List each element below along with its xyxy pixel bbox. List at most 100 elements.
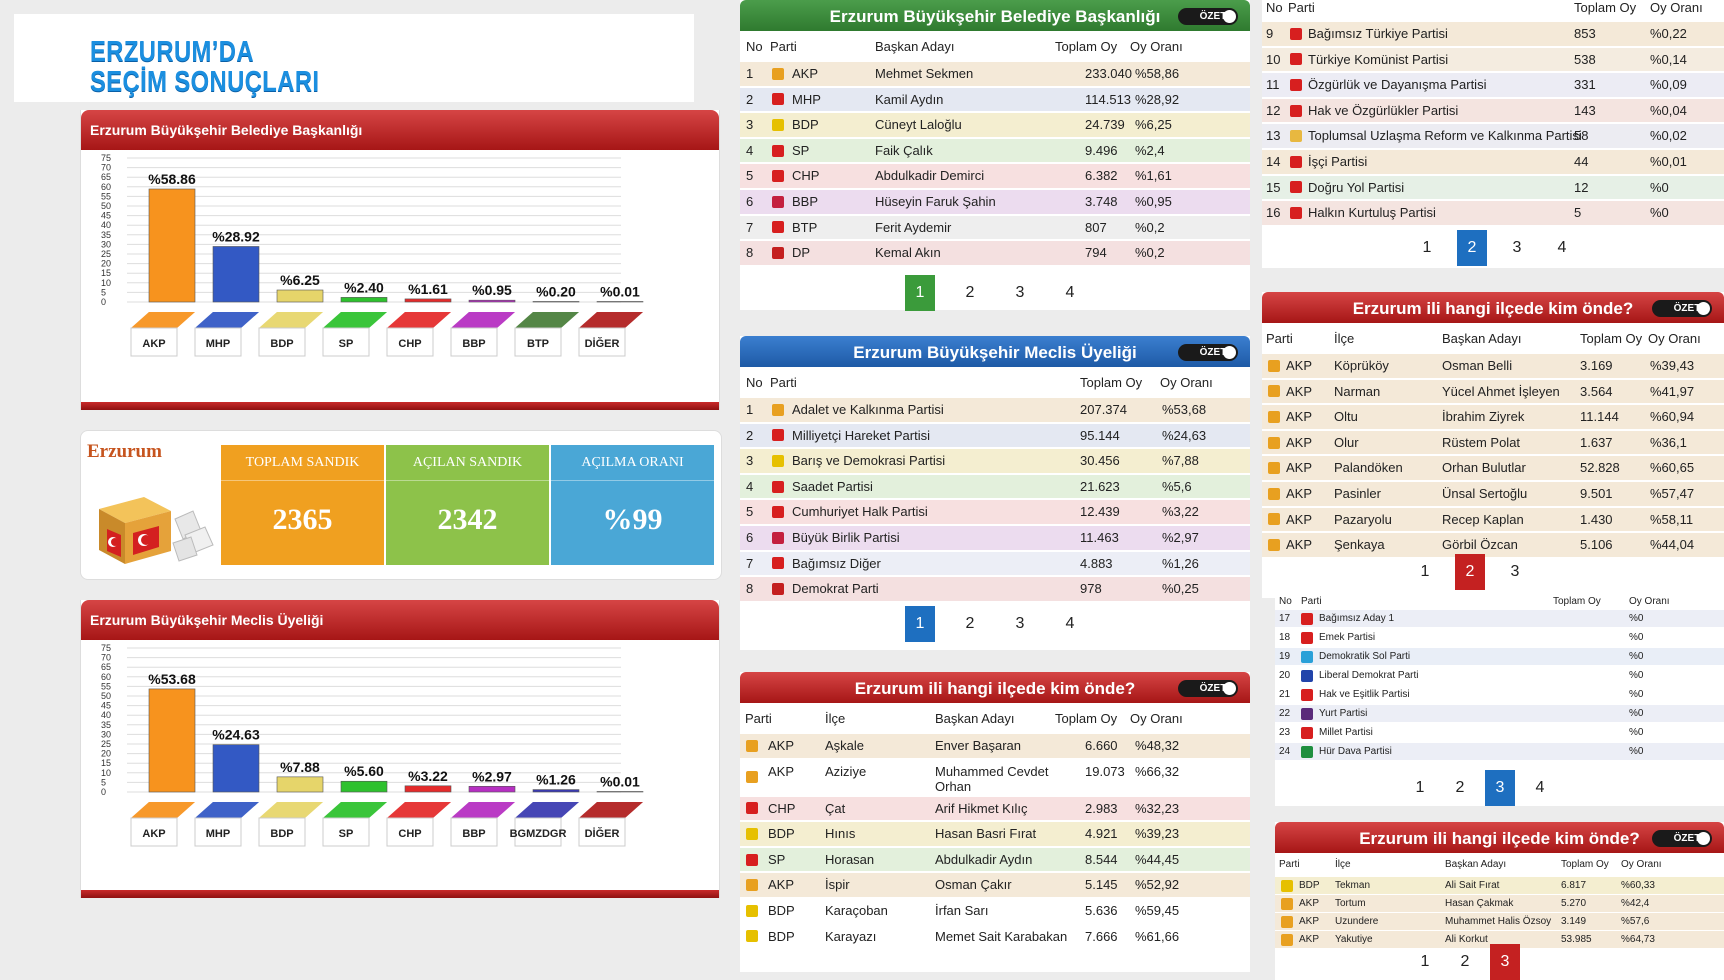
y-tick-label: 60 xyxy=(101,672,111,682)
table-row[interactable]: AKP Narman Yücel Ahmet İşleyen 3.564 %41,97 xyxy=(1262,379,1724,404)
table-row[interactable]: AKP Uzundere Muhammet Halis Özsoy 3.149 %57,… xyxy=(1275,913,1724,930)
table-row[interactable]: AKP Palandöken Orhan Bulutlar 52.828 %60,65 xyxy=(1262,456,1724,480)
pagination-page-4[interactable]: 4 xyxy=(1535,779,1545,796)
table-row[interactable]: 23 Millet Partisi %0 xyxy=(1275,724,1724,741)
bulb-icon xyxy=(772,67,784,80)
table-title: Erzurum Büyükşehir Belediye Başkanlığı xyxy=(829,7,1161,26)
table-row[interactable]: 4 Saadet Partisi 21.623 %5,6 xyxy=(740,474,1250,499)
bar xyxy=(468,785,516,793)
crescent-icon xyxy=(772,429,784,442)
pagination-page-4[interactable]: 4 xyxy=(1065,615,1075,632)
bar-base-shade xyxy=(323,802,387,818)
pagination-page-2[interactable]: 2 xyxy=(1455,554,1485,590)
pagination-page-1[interactable]: 1 xyxy=(1420,563,1430,580)
table-row[interactable]: 12 Hak ve Özgürlükler Partisi 143 %0,04 xyxy=(1262,98,1724,123)
table-row[interactable]: 20 Liberal Demokrat Parti %0 xyxy=(1275,667,1724,684)
table-row[interactable]: 4 SP Faik Çalık 9.496 %2,4 xyxy=(740,138,1250,163)
table-row[interactable]: 1 AKP Mehmet Sekmen 233.040 %58,86 xyxy=(740,62,1250,86)
pagination-page-2[interactable]: 2 xyxy=(965,284,975,301)
pagination-page-2[interactable]: 2 xyxy=(1460,953,1470,970)
table-row[interactable]: AKP Aziziye Muhammed Cevdet Orhan 19.073 %66… xyxy=(740,759,1250,795)
table-row[interactable]: AKP Aşkale Enver Başaran 6.660 %48,32 xyxy=(740,734,1250,758)
table-row[interactable]: AKP Köprüköy Osman Belli 3.169 %39,43 xyxy=(1262,354,1724,378)
cell: %0 xyxy=(1629,727,1644,738)
table-row[interactable]: 7 BTP Ferit Aydemir 807 %0,2 xyxy=(740,215,1250,240)
table-row[interactable]: 16 Halkın Kurtuluş Partisi 5 %0 xyxy=(1262,201,1724,225)
table-row[interactable]: 11 Özgürlük ve Dayanışma Partisi 331 %0,09 xyxy=(1262,73,1724,97)
table-row[interactable]: 9 Bağımsız Türkiye Partisi 853 %0,22 xyxy=(1262,22,1724,46)
table-row[interactable]: SP Horasan Abdulkadir Aydın 8.544 %44,45 xyxy=(740,847,1250,872)
table-row[interactable]: 8 DP Kemal Akın 794 %0,2 xyxy=(740,241,1250,265)
table-row[interactable]: 1 Adalet ve Kalkınma Partisi 207.374 %53,68 xyxy=(740,398,1250,422)
pagination-page-1[interactable]: 1 xyxy=(1420,953,1430,970)
table-row[interactable]: 10 Türkiye Komünist Partisi 538 %0,14 xyxy=(1262,47,1724,72)
table-row[interactable]: BDP Tekman Ali Sait Fırat 6.817 %60,33 xyxy=(1275,877,1724,894)
pagination-page-1[interactable]: 1 xyxy=(1415,779,1425,796)
table-row[interactable]: AKP İspir Osman Çakır 5.145 %52,92 xyxy=(740,873,1250,897)
cell: 11.463 xyxy=(1080,530,1119,545)
table-row[interactable]: AKP Pasinler Ünsal Sertoğlu 9.501 %57,47 xyxy=(1262,482,1724,506)
table-row[interactable]: 22 Yurt Partisi %0 xyxy=(1275,705,1724,722)
cell: 6 xyxy=(746,530,754,545)
table-row[interactable]: AKP Tortum Hasan Çakmak 5.270 %42,4 xyxy=(1275,895,1724,912)
table-row[interactable]: 13 Toplumsal Uzlaşma Reform ve Kalkınma P… xyxy=(1262,124,1724,148)
pagination-page-3[interactable]: 3 xyxy=(1485,770,1515,806)
pagination-page-2[interactable]: 2 xyxy=(1455,779,1465,796)
table-row[interactable]: AKP Olur Rüstem Polat 1.637 %36,1 xyxy=(1262,430,1724,455)
ozet-toggle[interactable]: ÖZET xyxy=(1178,8,1238,25)
table-row[interactable]: 5 CHP Abdulkadir Demirci 6.382 %1,61 xyxy=(740,164,1250,188)
cell: Memet Sait Karabakan xyxy=(935,928,1068,944)
pagination-page-1[interactable]: 1 xyxy=(905,606,935,642)
table-row[interactable]: 15 Doğru Yol Partisi 12 %0 xyxy=(1262,175,1724,200)
ozet-toggle[interactable]: ÖZET xyxy=(1652,830,1712,847)
cell: 6.817 xyxy=(1561,880,1587,891)
table-row[interactable]: 3 BDP Cüneyt Laloğlu 24.739 %6,25 xyxy=(740,113,1250,137)
pagination-page-3[interactable]: 3 xyxy=(1490,944,1520,980)
table-row[interactable]: 21 Hak ve Eşitlik Partisi %0 xyxy=(1275,686,1724,703)
table-row[interactable]: 24 Hür Dava Partisi %0 xyxy=(1275,743,1724,760)
pagination-page-2[interactable]: 2 xyxy=(965,615,975,632)
table-row[interactable]: 3 Barış ve Demokrasi Partisi 30.456 %7,88 xyxy=(740,449,1250,473)
ozet-toggle[interactable]: ÖZET xyxy=(1652,300,1712,317)
table-row[interactable]: 2 MHP Kamil Aydın 114.513 %28,92 xyxy=(740,87,1250,112)
table-row[interactable]: 18 Emek Partisi %0 xyxy=(1275,629,1724,646)
pagination-page-4[interactable]: 4 xyxy=(1557,239,1567,256)
pagination-page-3[interactable]: 3 xyxy=(1512,239,1522,256)
table-row[interactable]: 6 Büyük Birlik Partisi 11.463 %2,97 xyxy=(740,526,1250,550)
crescent-icon xyxy=(772,195,784,208)
pagination-page-3[interactable]: 3 xyxy=(1015,284,1025,301)
table-row[interactable]: BDP Karaçoban İrfan Sarı 5.636 %59,45 xyxy=(740,899,1250,923)
page-title-box: ERZURUM’DA SEÇİM SONUÇLARI xyxy=(14,14,694,102)
pagination-page-1[interactable]: 1 xyxy=(905,275,935,311)
table-row[interactable]: CHP Çat Arif Hikmet Kılıç 2.983 %32,23 xyxy=(740,796,1250,821)
table-row[interactable]: 8 Demokrat Parti 978 %0,25 xyxy=(740,577,1250,601)
cell: %28,92 xyxy=(1135,91,1180,107)
table-row[interactable]: 14 İşçi Partisi 44 %0,01 xyxy=(1262,150,1724,174)
table-row[interactable]: AKP Oltu İbrahim Ziyrek 11.144 %60,94 xyxy=(1262,405,1724,429)
table-row[interactable]: AKP Şenkaya Görbil Özcan 5.106 %44,04 xyxy=(1262,533,1724,557)
cell: Türkiye Komünist Partisi xyxy=(1308,51,1449,67)
table-row[interactable]: BDP Karayazı Memet Sait Karabakan 7.666 %61,… xyxy=(740,924,1250,949)
pagination-page-3[interactable]: 3 xyxy=(1510,563,1520,580)
table-row[interactable]: AKP Pazaryolu Recep Kaplan 1.430 %58,11 xyxy=(1262,507,1724,532)
cell: Hür Dava Partisi xyxy=(1319,746,1392,757)
pagination-page-2[interactable]: 2 xyxy=(1457,230,1487,266)
ozet-toggle[interactable]: ÖZET xyxy=(1178,344,1238,361)
table-row[interactable]: 2 Milliyetçi Hareket Partisi 95.144 %24,63 xyxy=(740,423,1250,448)
ozet-toggle[interactable]: ÖZET xyxy=(1178,680,1238,697)
category-label: BGMZDGR xyxy=(510,828,567,840)
table-row[interactable]: AKP Yakutiye Ali Korkut 53.985 %64,73 xyxy=(1275,931,1724,948)
table-row[interactable]: 17 Bağımsız Aday 1 %0 xyxy=(1275,610,1724,627)
pagination-page-3[interactable]: 3 xyxy=(1015,615,1025,632)
pagination-page-4[interactable]: 4 xyxy=(1065,284,1075,301)
table-row[interactable]: 7 Bağımsız Diğer 4.883 %1,26 xyxy=(740,551,1250,576)
table-row[interactable]: 19 Demokratik Sol Parti %0 xyxy=(1275,648,1724,665)
pagination-page-1[interactable]: 1 xyxy=(1422,239,1432,256)
bulb-icon xyxy=(746,771,758,784)
bar xyxy=(148,688,196,793)
tree-icon xyxy=(746,930,758,943)
table-row[interactable]: BDP Hınıs Hasan Basri Fırat 4.921 %39,23 xyxy=(740,822,1250,846)
table-row[interactable]: 6 BBP Hüseyin Faruk Şahin 3.748 %0,95 xyxy=(740,190,1250,214)
cell: Özgürlük ve Dayanışma Partisi xyxy=(1308,77,1487,93)
table-row[interactable]: 5 Cumhuriyet Halk Partisi 12.439 %3,22 xyxy=(740,500,1250,524)
